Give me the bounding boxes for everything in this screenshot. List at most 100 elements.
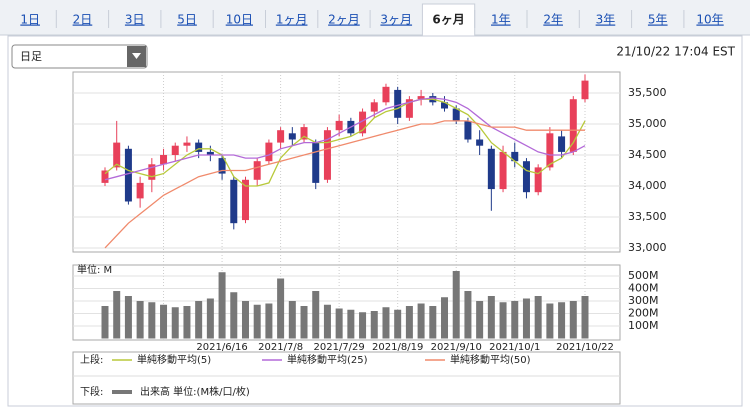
legend-label: 単純移動平均(25) xyxy=(287,353,368,366)
y-tick-label: 34,500 xyxy=(628,148,667,161)
candle-body xyxy=(335,120,343,131)
candle-body xyxy=(124,148,132,202)
candle-body xyxy=(148,164,156,180)
candle-body xyxy=(511,151,519,162)
dropdown[interactable] xyxy=(11,44,148,69)
volume-bar xyxy=(581,296,589,339)
candle-body xyxy=(288,133,296,140)
volume-bar xyxy=(160,304,168,339)
candle-body xyxy=(171,145,179,155)
volume-bar xyxy=(288,301,296,339)
candle-body xyxy=(569,99,577,152)
tab[interactable]: 1日 xyxy=(20,13,40,27)
volume-bar xyxy=(499,302,507,339)
y-tick-label: 33,000 xyxy=(628,241,667,254)
tab[interactable]: 3日 xyxy=(125,13,145,27)
volume-unit-label: 単位: M xyxy=(77,263,112,276)
volume-bar xyxy=(417,303,425,339)
y-tick-label: 33,500 xyxy=(628,210,667,223)
x-tick-label: 2021/7/29 xyxy=(314,342,365,353)
x-tick-label: 2021/9/10 xyxy=(431,342,482,353)
y-tick-label: 35,000 xyxy=(628,117,667,130)
volume-bar xyxy=(522,298,530,339)
y-tick-label: 34,000 xyxy=(628,179,667,192)
candle-body xyxy=(546,133,554,168)
candle-body xyxy=(101,170,109,183)
candle-body xyxy=(464,120,472,140)
volume-bar xyxy=(359,312,367,339)
tab[interactable]: 3年 xyxy=(596,13,616,27)
tab[interactable]: 1ヶ月 xyxy=(276,13,308,27)
tab[interactable]: 10年 xyxy=(696,13,723,27)
volume-bar xyxy=(347,309,355,339)
volume-bar xyxy=(265,303,273,339)
tab[interactable]: 2ヶ月 xyxy=(328,13,360,27)
tab-bar xyxy=(0,0,750,35)
candle-body xyxy=(160,154,168,165)
volume-bar xyxy=(394,309,402,339)
x-tick-label: 2021/10/22 xyxy=(556,342,614,353)
volume-bar xyxy=(546,303,554,339)
candle-body xyxy=(487,148,495,190)
volume-bar xyxy=(230,292,238,339)
volume-bar xyxy=(441,297,449,339)
candle-body xyxy=(359,111,367,134)
tab[interactable]: 3ヶ月 xyxy=(380,13,412,27)
y-tick-label: 300M xyxy=(628,294,659,307)
candle-body xyxy=(370,102,378,112)
volume-bar xyxy=(382,307,390,339)
candle-body xyxy=(581,80,589,100)
x-tick-label: 2021/6/16 xyxy=(196,342,247,353)
volume-bar xyxy=(511,301,519,339)
tab[interactable]: 2日 xyxy=(73,13,93,27)
candle-body xyxy=(417,96,425,100)
candle-body xyxy=(522,161,530,193)
tab-selected xyxy=(421,3,476,37)
tab[interactable]: 5日 xyxy=(177,13,197,27)
tab[interactable]: 1年 xyxy=(491,13,511,27)
volume-bar xyxy=(136,301,144,339)
legend-box xyxy=(72,351,621,405)
x-tick-label: 2021/10/1 xyxy=(489,342,540,353)
legend-lower-label: 下段: xyxy=(80,385,103,398)
volume-bar xyxy=(558,302,566,339)
candle-body xyxy=(558,136,566,152)
tab[interactable]: 10日 xyxy=(226,13,253,27)
tab[interactable]: 2年 xyxy=(543,13,563,27)
ma-line xyxy=(104,98,586,187)
price-plot-frame xyxy=(72,71,621,253)
volume-bar xyxy=(195,301,203,339)
tab[interactable]: 5年 xyxy=(648,13,668,27)
timestamp: 21/10/22 17:04 EST xyxy=(616,45,735,59)
volume-bar xyxy=(101,306,109,339)
y-tick-label: 100M xyxy=(628,319,659,332)
y-tick-label: 500M xyxy=(628,269,659,282)
candle-body xyxy=(476,139,484,146)
volume-bar xyxy=(429,306,437,339)
volume-bar xyxy=(148,302,156,339)
candle-body xyxy=(218,158,226,174)
volume-bar xyxy=(335,308,343,339)
x-tick-label: 2021/7/8 xyxy=(258,342,303,353)
legend-upper-label: 上段: xyxy=(80,353,103,366)
volume-bar xyxy=(183,306,191,339)
volume-bar xyxy=(277,278,285,339)
candle-body xyxy=(382,86,390,103)
x-tick-label: 2021/8/19 xyxy=(372,342,423,353)
legend-label: 単純移動平均(50) xyxy=(450,353,531,366)
candle-body xyxy=(183,142,191,146)
ma-line xyxy=(104,97,586,181)
volume-bar xyxy=(312,291,320,339)
candle-body xyxy=(499,151,507,190)
volume-bar xyxy=(569,301,577,339)
volume-bar xyxy=(113,291,121,339)
candle-body xyxy=(312,142,320,183)
tab[interactable]: 6ヶ月 xyxy=(432,13,464,27)
legend-label: 出来高 単位:(M株/口/枚) xyxy=(140,385,250,398)
y-tick-label: 200M xyxy=(628,307,659,320)
volume-bar xyxy=(476,301,484,339)
volume-bar xyxy=(487,296,495,339)
candle-body xyxy=(452,108,460,121)
volume-bar xyxy=(370,311,378,339)
